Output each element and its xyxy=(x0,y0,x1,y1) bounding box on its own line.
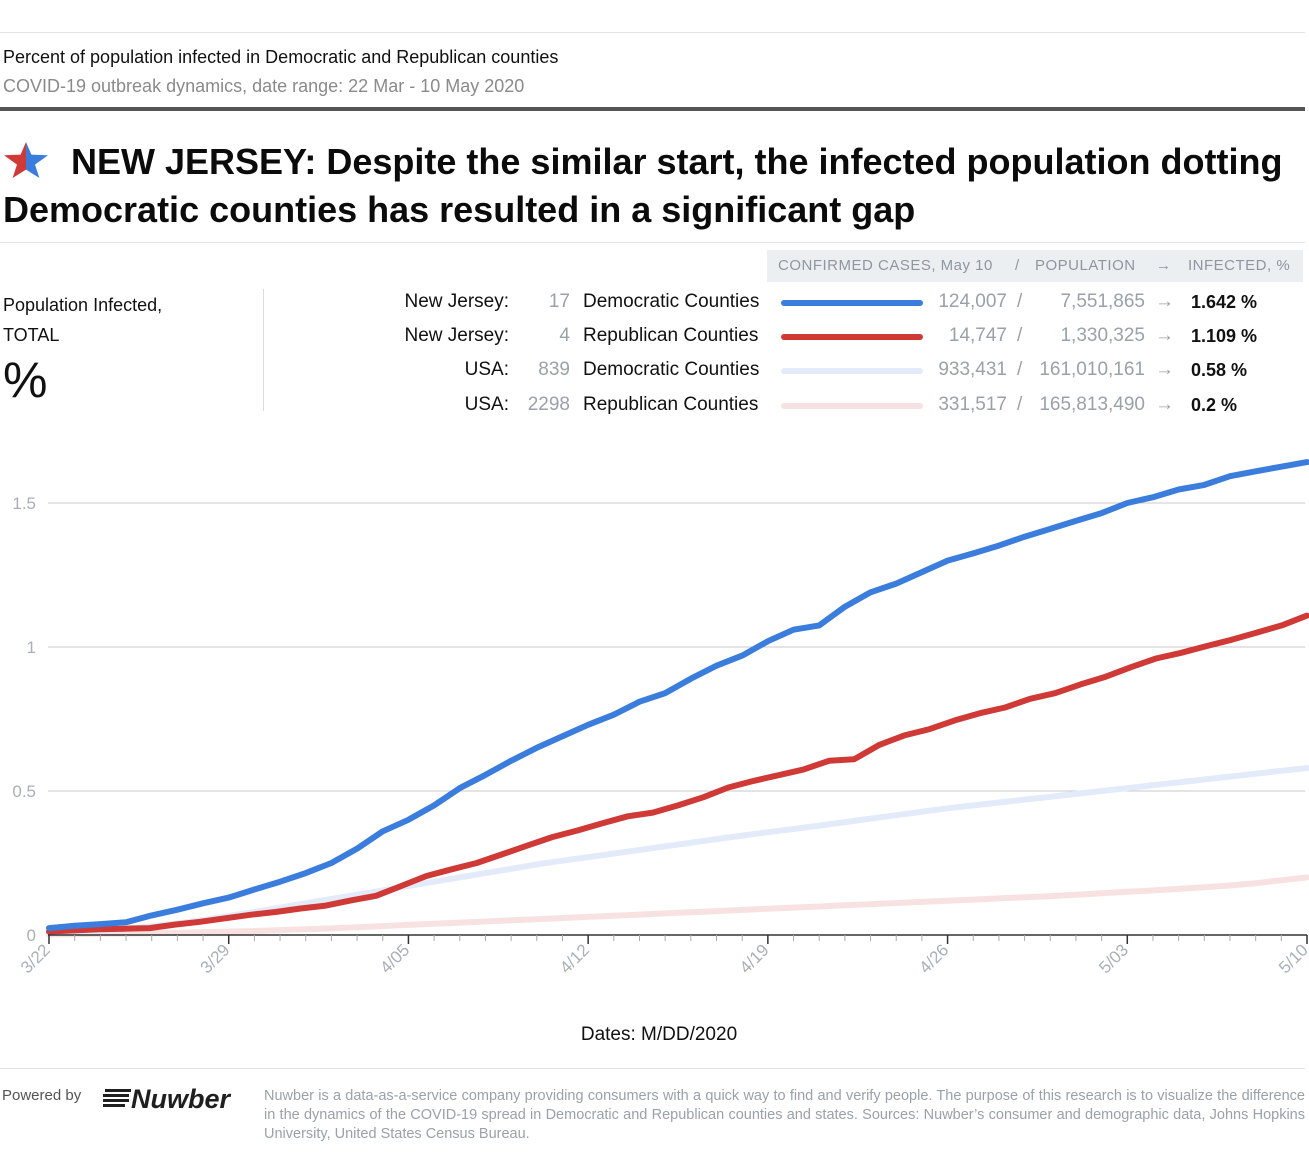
legend-infected: 1.109 % xyxy=(1191,326,1258,346)
y-tick-label: 0.5 xyxy=(12,782,36,801)
unit-label: % xyxy=(3,352,48,408)
side-divider xyxy=(263,289,264,411)
y-tick-label: 0 xyxy=(27,926,36,945)
arrow-icon: → xyxy=(1155,325,1174,346)
legend-region: New Jersey: xyxy=(404,325,509,346)
x-tick-label: 4/26 xyxy=(916,940,953,977)
legend-county-count: 839 xyxy=(538,359,570,380)
brand-logo[interactable]: Nuwber xyxy=(103,1081,243,1115)
legend-row: USA: 839 Democratic Counties 933,431 / 1… xyxy=(0,355,1309,385)
legend-header: CONFIRMED CASES, May 10 / POPULATION → I… xyxy=(767,250,1303,282)
date-range: COVID-19 outbreak dynamics, date range: … xyxy=(3,76,525,96)
series-layer xyxy=(46,459,1309,938)
legend-population: 7,551,865 xyxy=(1060,291,1145,312)
nuwber-logo-icon: Nuwber xyxy=(103,1084,232,1114)
arrow-icon: → xyxy=(1155,291,1174,312)
legend-swatch-usa-rep xyxy=(781,403,923,409)
y-tick-label: 1.5 xyxy=(12,494,36,513)
legend-swatch-nj-dem xyxy=(781,300,923,306)
x-tick-label: 4/12 xyxy=(556,940,593,977)
legend-slash: / xyxy=(1017,394,1023,415)
legend-region: New Jersey: xyxy=(404,291,509,312)
legend-population: 165,813,490 xyxy=(1039,394,1145,415)
legend-infected: 0.2 % xyxy=(1191,395,1238,415)
legend-header-population: POPULATION xyxy=(1035,257,1136,274)
brand-name: Nuwber xyxy=(131,1084,232,1114)
legend-row: USA: 2298 Republican Counties 331,517 / … xyxy=(0,390,1309,420)
x-tick-label: 4/05 xyxy=(376,940,413,977)
y-axis-title: Population Infected, TOTAL xyxy=(3,295,163,345)
legend-series-name: Democratic Counties xyxy=(583,359,760,380)
legend-header-slash: / xyxy=(1015,257,1020,274)
legend-infected: 1.642 % xyxy=(1191,292,1258,312)
headline-text: NEW JERSEY: Despite the similar start, t… xyxy=(3,141,1283,230)
legend-cases: 331,517 xyxy=(938,394,1007,415)
top-rule xyxy=(0,32,1305,33)
legend-slash: / xyxy=(1017,359,1023,380)
headline: NEW JERSEY: Despite the similar start, t… xyxy=(3,138,1293,234)
arrow-icon: → xyxy=(1155,359,1174,380)
legend-cases: 14,747 xyxy=(948,325,1007,346)
legend-county-count: 4 xyxy=(559,325,570,346)
chart-subtitle: Percent of population infected in Democr… xyxy=(3,47,559,67)
legend-header-arrow: → xyxy=(1156,257,1172,274)
legend-series-name: Republican Counties xyxy=(583,325,759,346)
legend-region: USA: xyxy=(464,359,509,380)
legend-header-cases: CONFIRMED CASES, May 10 xyxy=(778,257,993,274)
x-tick-label: 3/22 xyxy=(17,940,54,977)
legend-series-name: Republican Counties xyxy=(583,394,759,415)
grid-layer xyxy=(48,502,1305,792)
legend-row: New Jersey: 4 Republican Counties 14,747… xyxy=(0,321,1309,351)
x-tick-label: 5/03 xyxy=(1095,940,1132,977)
star-icon xyxy=(4,142,48,178)
legend-header-infected: INFECTED, % xyxy=(1188,257,1291,274)
x-axis-title: Dates: M/DD/2020 xyxy=(580,1024,738,1045)
legend-county-count: 2298 xyxy=(527,394,570,415)
legend-cases: 124,007 xyxy=(938,291,1007,312)
footer-disclaimer: Nuwber is a data-as-a-service company pr… xyxy=(264,1088,1305,1142)
x-tick-label: 5/10 xyxy=(1275,940,1309,977)
legend-region: USA: xyxy=(464,394,509,415)
legend-county-count: 17 xyxy=(548,291,570,312)
y-tick-label: 1 xyxy=(27,638,36,657)
header-divider xyxy=(0,107,1305,111)
legend-series-name: Democratic Counties xyxy=(583,291,760,312)
legend-population: 161,010,161 xyxy=(1039,359,1145,380)
headline-divider xyxy=(0,242,1305,243)
legend-slash: / xyxy=(1017,325,1023,346)
series-line xyxy=(46,459,1309,932)
legend-swatch-nj-rep xyxy=(781,334,923,340)
x-tick-label: 3/29 xyxy=(197,940,234,977)
footer-divider xyxy=(0,1068,1305,1069)
series-line xyxy=(46,612,1309,935)
series-line xyxy=(46,765,1309,936)
line-chart: 0 0.5 1 1.5 3/22 3/29 4/05 4/12 4/19 4/26 5/03 5/10 xyxy=(12,459,1309,977)
legend-cases: 933,431 xyxy=(938,359,1007,380)
series-line xyxy=(46,874,1309,938)
axis-layer: 0 0.5 1 1.5 3/22 3/29 4/05 4/12 4/19 4/26 5/03 5/10 xyxy=(12,494,1309,977)
legend-infected: 0.58 % xyxy=(1191,360,1248,380)
legend-row: New Jersey: 17 Democratic Counties 124,0… xyxy=(0,287,1309,317)
powered-by-label: Powered by xyxy=(2,1087,82,1104)
x-tick-label: 4/19 xyxy=(736,940,773,977)
legend-swatch-usa-dem xyxy=(781,368,923,374)
arrow-icon: → xyxy=(1155,394,1174,415)
legend-slash: / xyxy=(1017,291,1023,312)
legend-population: 1,330,325 xyxy=(1060,325,1145,346)
